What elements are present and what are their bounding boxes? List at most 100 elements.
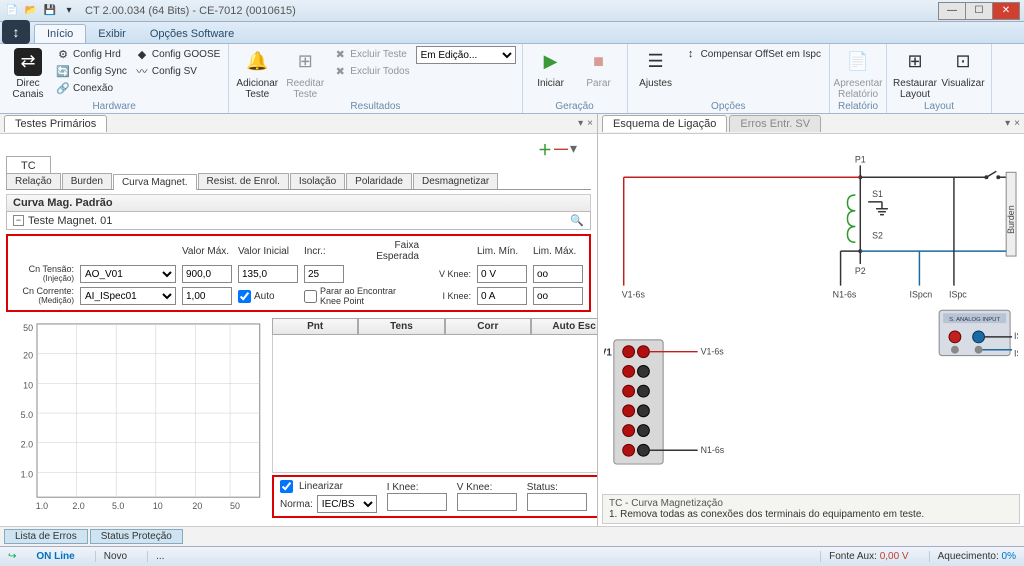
visualizar-button[interactable]: ⊡Visualizar (941, 46, 985, 89)
svg-text:20: 20 (23, 351, 33, 361)
points-table: Pnt Tens Corr Auto Esc Linearizar Norma:… (272, 318, 597, 518)
config-goose-button[interactable]: ◆Config GOOSE (133, 46, 222, 62)
hint-box: TC - Curva Magnetização 1. Remova todas … (602, 494, 1020, 524)
window-title: CT 2.00.034 (64 Bits) - CE-7012 (0010615… (85, 5, 296, 17)
subtab-isolacao[interactable]: Isolação (290, 173, 345, 189)
em-edicao-select[interactable]: Em Edição... (416, 46, 516, 64)
sv-icon: 〰 (135, 64, 149, 78)
search-icon[interactable]: 🔍 (570, 214, 584, 227)
qat-dropdown-icon[interactable]: ▾ (61, 3, 77, 19)
tree-collapse-icon[interactable]: − (13, 215, 24, 226)
delete-all-icon: ✖ (333, 64, 347, 78)
offset-icon: ↕ (684, 47, 698, 61)
erros-sv-tab[interactable]: Erros Entr. SV (729, 115, 821, 132)
col-tens[interactable]: Tens (358, 318, 444, 335)
tree-item-row[interactable]: − Teste Magnet. 01 🔍 (6, 211, 591, 230)
cn-corrente-select[interactable]: AI_ISpec01 (80, 287, 176, 305)
parameters-box: Valor Máx. Valor Inicial Incr.: Faixa Es… (6, 234, 591, 312)
ajustes-button[interactable]: ☰Ajustes (634, 46, 678, 89)
iknee-max-input[interactable] (533, 287, 583, 305)
tc-tab[interactable]: TC (6, 156, 51, 174)
tab-opcoes[interactable]: Opções Software (138, 25, 246, 43)
vknee-max-input[interactable] (533, 265, 583, 283)
svg-text:N1-6s: N1-6s (833, 289, 857, 299)
corr-max-input[interactable] (182, 287, 232, 305)
cn-tensao-select[interactable]: AO_V01 (80, 265, 176, 283)
col-pnt[interactable]: Pnt (272, 318, 358, 335)
dock-close-icon[interactable]: × (587, 118, 593, 129)
subtab-resist[interactable]: Resist. de Enrol. (198, 173, 289, 189)
play-icon: ▶ (537, 48, 565, 76)
remove-icon[interactable]: — (554, 140, 568, 160)
norma-select[interactable]: IEC/BS (317, 495, 377, 513)
excluir-teste-button[interactable]: ✖Excluir Teste (331, 46, 411, 62)
conexao-button[interactable]: 🔗Conexão (54, 80, 129, 96)
apresentar-relatorio-button[interactable]: 📄Apresentar Relatório (836, 46, 880, 100)
group-geracao-label: Geração (523, 101, 627, 112)
subtab-desmagnetizar[interactable]: Desmagnetizar (413, 173, 498, 189)
link-icon: 🔗 (56, 81, 70, 95)
dock-dropdown-icon-2[interactable]: ▾ (1005, 118, 1010, 129)
svg-text:P1: P1 (855, 154, 866, 164)
bottom-iknee-input[interactable] (387, 493, 447, 511)
incr-input[interactable] (304, 265, 344, 283)
app-menu-button[interactable]: ↕ (2, 20, 30, 44)
subtab-burden[interactable]: Burden (62, 173, 112, 189)
add-icon[interactable]: ＋ (538, 140, 552, 160)
parar-button[interactable]: ■Parar (577, 46, 621, 89)
minimize-button[interactable]: — (938, 2, 966, 20)
testes-primarios-tab[interactable]: Testes Primários (4, 115, 107, 132)
tab-exibir[interactable]: Exibir (86, 25, 138, 43)
linearizar-checkbox[interactable]: Linearizar (280, 480, 377, 493)
subtab-curva-magnet[interactable]: Curva Magnet. (113, 174, 197, 190)
connection-diagram: P1 P2 S1 S2 (604, 138, 1018, 522)
dock-dropdown-icon[interactable]: ▾ (578, 118, 583, 129)
qat-save-icon[interactable]: 💾 (42, 3, 58, 19)
restaurar-layout-button[interactable]: ⊞Restaurar Layout (893, 46, 937, 100)
config-hrd-button[interactable]: ⚙Config Hrd (54, 46, 129, 62)
maximize-button[interactable]: ☐ (965, 2, 993, 20)
reeditar-teste-button[interactable]: ⊞Reeditar Teste (283, 46, 327, 100)
table-body[interactable] (272, 335, 597, 473)
close-button[interactable]: ✕ (992, 2, 1020, 20)
valor-inicial-input[interactable] (238, 265, 298, 283)
svg-text:ISpc: ISpc (949, 289, 967, 299)
auto-checkbox[interactable]: Auto (238, 290, 298, 303)
tab-inicio[interactable]: Início (34, 24, 86, 43)
group-hardware-label: Hardware (0, 101, 228, 112)
bottom-status-input[interactable] (527, 493, 587, 511)
vknee-min-input[interactable] (477, 265, 527, 283)
tab-lista-erros[interactable]: Lista de Erros (4, 529, 88, 544)
pane-dropdown-icon[interactable]: ▾ (570, 140, 577, 160)
status-dots: ... (147, 551, 164, 562)
compensar-offset-button[interactable]: ↕Compensar OffSet em Ispc (682, 46, 823, 62)
col-corr[interactable]: Corr (445, 318, 531, 335)
excluir-todos-button[interactable]: ✖Excluir Todos (331, 63, 411, 79)
subtab-polaridade[interactable]: Polaridade (346, 173, 412, 189)
tab-status-protecao[interactable]: Status Proteção (90, 529, 183, 544)
qat-open-icon[interactable]: 📂 (23, 3, 39, 19)
qat-new-icon[interactable]: 📄 (4, 3, 20, 19)
esquema-tab[interactable]: Esquema de Ligação (602, 115, 727, 132)
valor-max-input[interactable] (182, 265, 232, 283)
config-sync-button[interactable]: 🔄Config Sync (54, 63, 129, 79)
iknee-min-input[interactable] (477, 287, 527, 305)
svg-text:V1-6s: V1-6s (622, 289, 646, 299)
right-dock-header: Esquema de Ligação Erros Entr. SV ▾ × (598, 114, 1024, 134)
col-autoesc[interactable]: Auto Esc (531, 318, 597, 335)
titlebar: 📄 📂 💾 ▾ CT 2.00.034 (64 Bits) - CE-7012 … (0, 0, 1024, 22)
right-pane-body: P1 P2 S1 S2 (598, 134, 1024, 526)
dock-close-icon-2[interactable]: × (1014, 118, 1020, 129)
hdr-faixa: Faixa Esperada (350, 240, 419, 262)
adicionar-teste-button[interactable]: 🔔Adicionar Teste (235, 46, 279, 100)
svg-text:N1-6s: N1-6s (701, 445, 725, 455)
direc-canais-button[interactable]: ⇄ Direc Canais (6, 46, 50, 100)
svg-text:50: 50 (230, 501, 240, 511)
config-sv-button[interactable]: 〰Config SV (133, 63, 222, 79)
subtab-relacao[interactable]: Relação (6, 173, 61, 189)
parar-knee-checkbox[interactable]: Parar ao Encontrar Knee Point (304, 286, 419, 306)
bottom-vknee-input[interactable] (457, 493, 517, 511)
hdr-valor-inicial: Valor Inicial (238, 246, 298, 257)
iniciar-button[interactable]: ▶Iniciar (529, 46, 573, 89)
view-icon: ⊡ (949, 48, 977, 76)
